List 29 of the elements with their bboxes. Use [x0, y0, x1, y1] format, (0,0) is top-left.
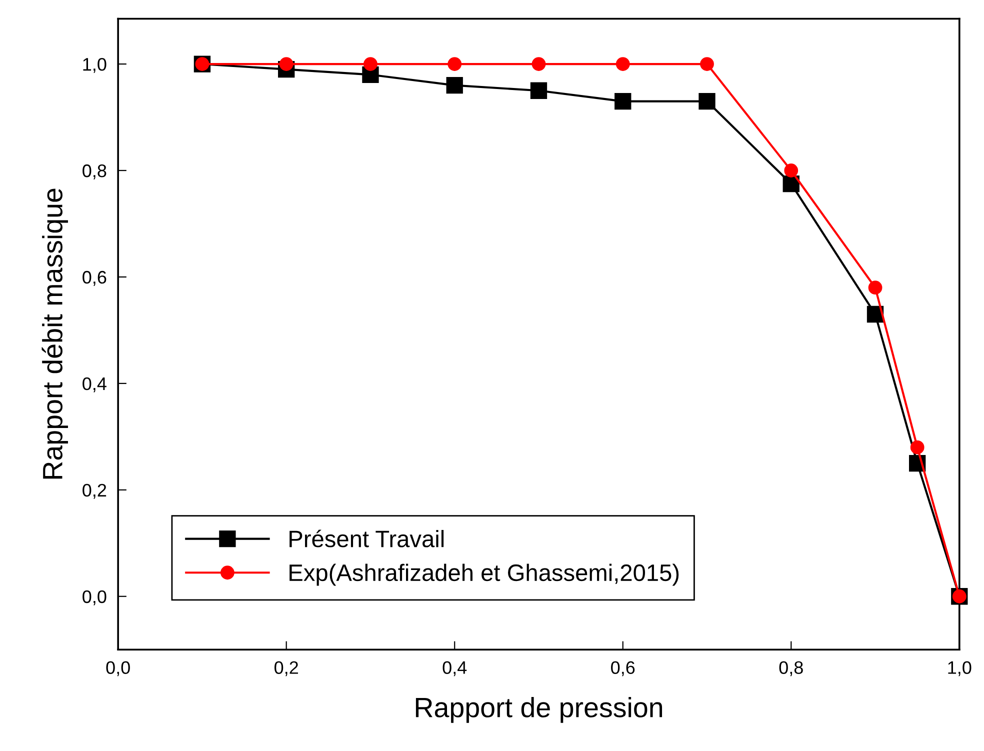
x-tick-label: 0,4	[442, 661, 467, 676]
point	[614, 92, 632, 110]
y-axis-title: Rapport débit massique	[42, 188, 68, 479]
x-tick-label: 0,0	[106, 661, 130, 676]
x-tick-label: 1,0	[948, 661, 972, 676]
point	[279, 57, 294, 71]
point	[700, 57, 714, 71]
y-tick-label: 0,2	[82, 484, 106, 499]
x-tick-label: 0,2	[274, 661, 298, 676]
point	[448, 57, 462, 71]
point	[616, 57, 630, 71]
y-tick-label: 0,0	[82, 590, 106, 606]
point	[364, 57, 378, 71]
x-tick-label: 0,6	[611, 661, 635, 676]
x-tick-label: 0,8	[779, 661, 803, 676]
y-tick-label: 1,0	[83, 58, 106, 73]
legend-label: Présent Travail	[290, 530, 444, 548]
point	[698, 92, 716, 110]
y-tick-label: 0,6	[82, 270, 106, 286]
point	[784, 164, 798, 178]
x-axis-title: Rapport de pression	[416, 697, 662, 723]
y-tick-label: 0,8	[82, 164, 106, 180]
point	[868, 280, 882, 295]
legend-label: Exp(Ashrafizadeh et Ghassemi,2015)	[290, 564, 679, 586]
y-tick-label: 0,4	[82, 377, 106, 392]
point	[446, 76, 463, 94]
point	[532, 57, 546, 71]
point	[530, 82, 548, 99]
point	[910, 440, 924, 454]
